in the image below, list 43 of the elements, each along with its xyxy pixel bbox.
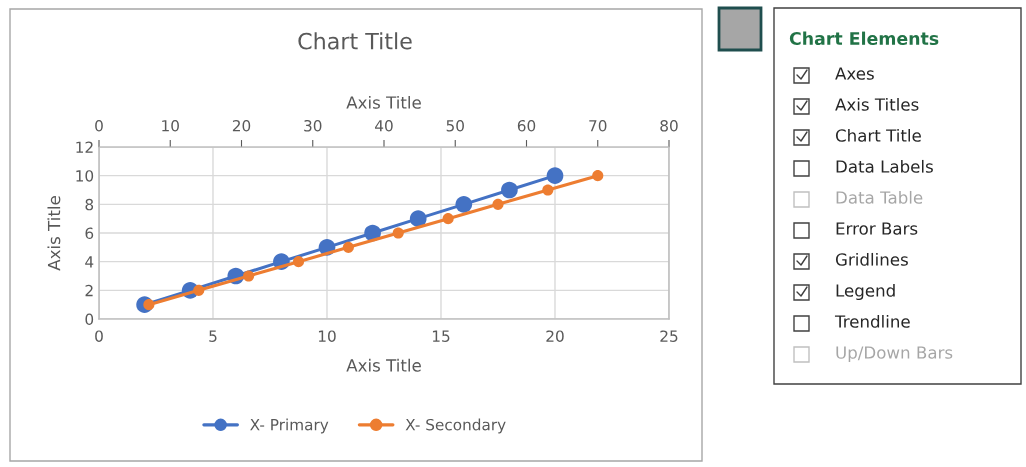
x-tick-label: 5	[209, 330, 217, 342]
point	[501, 181, 518, 199]
x2-tick-label: 0	[95, 119, 103, 132]
text: Error Bars	[836, 222, 918, 235]
text: Legend	[836, 283, 895, 301]
x-tick-label: 0	[95, 330, 103, 342]
text: Axes	[835, 67, 874, 80]
x-tick-label: 25	[660, 330, 678, 342]
x2-tick-label: 80	[660, 119, 678, 132]
x2-tick-label: 40	[375, 119, 393, 132]
y-tick-label: 6	[85, 227, 94, 240]
x-tick-label: 20	[546, 330, 564, 342]
y-tick-label: 10	[76, 170, 94, 182]
text: Axis Titles	[835, 97, 919, 111]
legend-label: X- Secondary	[405, 418, 506, 434]
point	[455, 196, 473, 213]
x2-tick-label: 50	[446, 119, 464, 132]
chart-title: Chart Title	[298, 32, 412, 50]
y-axis-title: Axis Title	[47, 196, 61, 271]
text: Up/Down Bars	[836, 346, 953, 363]
text: Gridlines	[835, 252, 908, 266]
text: Trendline	[834, 314, 910, 328]
legend-label: X- Primary	[250, 418, 329, 434]
x2-tick-label: 60	[517, 119, 536, 132]
x2-tick-label: 30	[304, 119, 322, 132]
x2-tick-label: 20	[232, 119, 251, 132]
y-tick-label: 0	[85, 313, 94, 326]
x-tick-label: 15	[432, 330, 450, 342]
point	[409, 210, 427, 227]
x2-axis-title: Axis Title	[346, 95, 421, 109]
text: Data Table	[836, 190, 923, 204]
text: Chart Title	[835, 128, 921, 142]
x-tick-label: 10	[318, 330, 336, 342]
y-tick-label: 2	[85, 284, 93, 297]
y-tick-label: 8	[85, 198, 94, 211]
y-tick-label: 12	[76, 141, 93, 153]
x-axis-title: Axis Title	[346, 358, 421, 372]
x2-tick-label: 10	[162, 119, 179, 132]
x2-tick-label: 70	[589, 119, 607, 132]
point	[546, 167, 564, 184]
y-tick-label: 4	[85, 256, 94, 268]
text: Data Labels	[836, 159, 933, 173]
text: Chart Elements	[789, 31, 939, 46]
